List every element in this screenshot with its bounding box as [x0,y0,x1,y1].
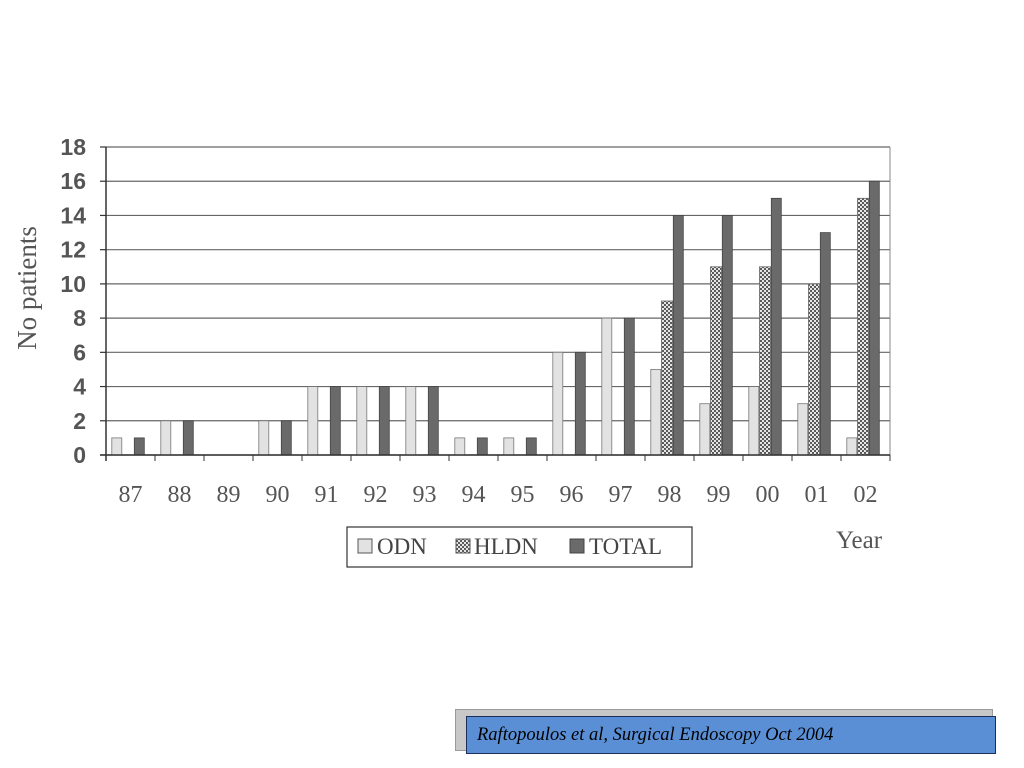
bar-total-97 [623,317,635,456]
x-tick-label-88: 88 [168,482,192,508]
bar-odn-97 [601,317,613,456]
bar-hldn-00 [759,266,771,456]
y-tick-label-12: 12 [60,237,86,263]
x-tick-label-93: 93 [413,482,437,508]
bar-odn-87 [111,437,123,456]
y-tick-label-14: 14 [60,202,86,228]
bar-odn-92 [356,386,368,456]
y-tick-label-6: 6 [73,339,86,365]
bar-odn-95 [503,437,515,456]
bar-odn-98 [650,368,662,456]
bar-total-88 [182,420,194,456]
bar-hldn-02 [857,197,869,456]
y-tick-label-10: 10 [60,271,86,297]
bar-hldn-99 [710,266,722,456]
x-tick-label-89: 89 [217,482,241,508]
x-tick-label-92: 92 [364,482,388,508]
legend-swatch-odn [357,538,373,554]
bars [111,180,880,456]
bar-odn-91 [307,386,319,456]
legend-label-total: TOTAL [589,534,662,559]
y-tick-label-4: 4 [73,374,86,400]
legend-swatch-total [569,538,585,554]
bar-total-92 [378,386,390,456]
bar-hldn-98 [661,300,673,456]
x-tick-label-99: 99 [707,482,731,508]
y-tick-label-8: 8 [73,305,86,331]
legend-label-hldn: HLDN [474,534,538,559]
bar-odn-00 [748,386,760,456]
bar-total-94 [476,437,488,456]
citation-text: Raftopoulos et al, Surgical Endoscopy Oc… [477,724,834,745]
x-tick-label-95: 95 [511,482,535,508]
x-tick-label-90: 90 [266,482,290,508]
bar-odn-01 [797,403,809,456]
bar-total-99 [721,214,733,456]
x-tick-label-94: 94 [462,482,486,508]
bar-odn-93 [405,386,417,456]
bar-odn-99 [699,403,711,456]
bar-odn-90 [258,420,270,456]
y-axis-label: No patients [12,226,42,350]
bar-odn-94 [454,437,466,456]
axes [100,146,891,461]
bar-total-98 [672,214,684,456]
x-tick-label-91: 91 [315,482,339,508]
bar-odn-02 [846,437,858,456]
bar-total-02 [868,180,880,456]
x-tick-label-00: 00 [756,482,780,508]
bar-total-01 [819,232,831,456]
legend-swatch-hldn [455,538,471,554]
bar-odn-96 [552,351,564,456]
citation-box: Raftopoulos et al, Surgical Endoscopy Oc… [466,716,996,754]
bar-total-90 [280,420,292,456]
y-tick-labels: 0 2 4 6 8 10 12 14 16 18 [60,134,86,468]
x-tick-label-02: 02 [854,482,878,508]
bar-total-95 [525,437,537,456]
x-axis-label: Year [836,527,883,554]
y-tick-label-18: 18 [60,134,86,160]
legend: ODN HLDN TOTAL [346,526,693,568]
x-tick-label-87: 87 [119,482,143,508]
x-tick-label-96: 96 [560,482,584,508]
bar-total-93 [427,386,439,456]
y-tick-label-0: 0 [73,442,86,468]
legend-box [346,526,693,568]
bar-total-96 [574,351,586,456]
bar-odn-88 [160,420,172,456]
x-tick-labels: 87 88 89 90 91 92 93 94 95 96 97 98 99 00 01 02 [119,482,878,508]
y-tick-label-16: 16 [60,168,86,194]
bar-total-91 [329,386,341,456]
legend-label-odn: ODN [377,534,427,559]
x-tick-label-97: 97 [609,482,633,508]
gridlines [106,146,891,456]
bar-hldn-01 [808,283,820,456]
x-tick-label-98: 98 [658,482,682,508]
bar-total-87 [133,437,145,456]
x-tick-label-01: 01 [805,482,829,508]
y-tick-label-2: 2 [73,408,86,434]
bar-total-00 [770,197,782,456]
